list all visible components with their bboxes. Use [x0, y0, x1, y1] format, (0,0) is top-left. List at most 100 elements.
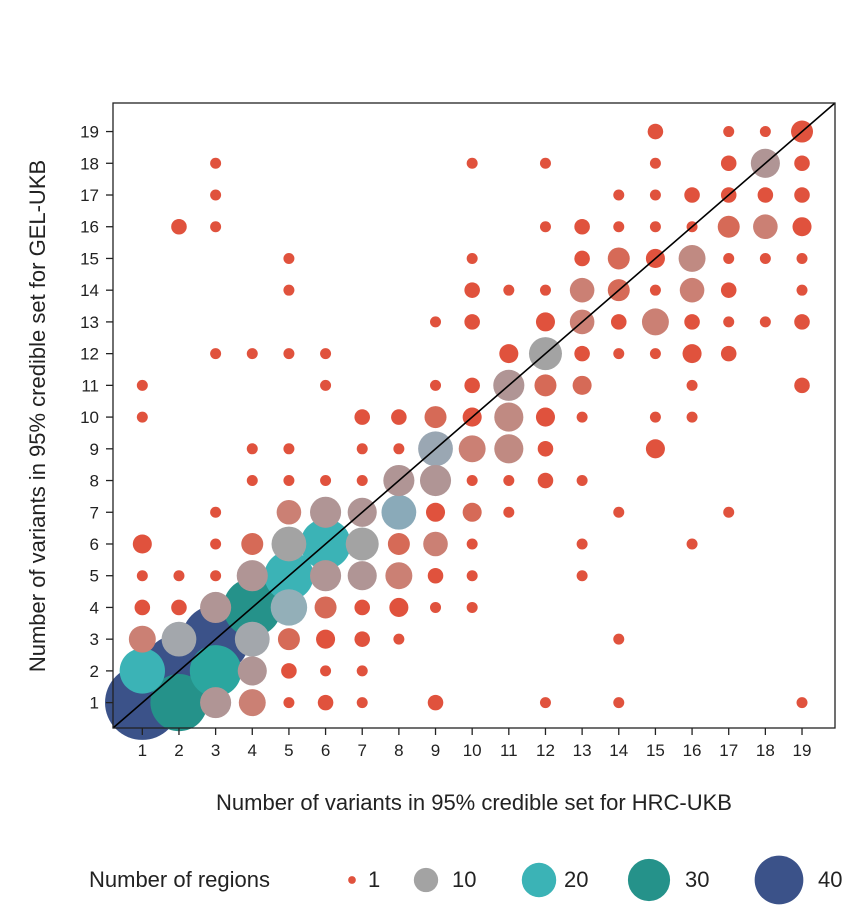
y-tick-label: 10: [80, 408, 99, 427]
y-tick-label: 8: [90, 472, 99, 491]
data-point: [425, 502, 446, 522]
data-point: [385, 562, 413, 590]
data-point: [574, 250, 590, 267]
data-point: [723, 316, 735, 328]
data-point: [389, 597, 409, 617]
x-tick-label: 2: [174, 741, 183, 760]
data-point: [723, 252, 735, 264]
data-point: [539, 697, 551, 709]
legend-title: Number of regions: [89, 867, 270, 892]
data-point: [794, 314, 810, 330]
data-point: [537, 441, 554, 457]
legend-swatch: [413, 867, 439, 893]
data-point: [684, 187, 700, 203]
x-tick-label: 11: [500, 741, 518, 760]
data-point: [320, 379, 332, 391]
data-point: [641, 308, 669, 336]
data-point: [796, 284, 808, 296]
data-point: [645, 439, 665, 459]
y-tick-label: 14: [80, 281, 99, 300]
data-point: [161, 621, 197, 657]
data-point: [345, 527, 379, 561]
data-point: [794, 187, 810, 203]
x-tick-label: 14: [609, 741, 628, 760]
data-point: [320, 348, 332, 360]
data-point: [535, 407, 555, 427]
data-point: [794, 155, 810, 172]
data-point: [503, 284, 515, 296]
data-point: [427, 694, 444, 711]
x-tick-label: 18: [756, 741, 775, 760]
data-point: [356, 443, 368, 455]
data-point: [794, 377, 810, 394]
data-point: [119, 648, 165, 694]
y-tick-label: 4: [90, 598, 99, 617]
data-point: [613, 189, 625, 201]
identity-reference-line: [112, 102, 836, 729]
legend-swatch: [521, 862, 557, 898]
data-point: [283, 475, 295, 487]
data-point: [466, 570, 478, 582]
data-point: [649, 157, 661, 169]
data-point: [276, 499, 302, 525]
data-point: [792, 217, 812, 237]
data-point: [537, 472, 554, 489]
data-point: [136, 379, 148, 391]
data-point: [391, 409, 407, 425]
data-point: [317, 694, 334, 711]
data-point: [613, 348, 625, 360]
data-point: [354, 599, 370, 616]
y-tick-label: 16: [80, 218, 99, 237]
data-point: [494, 402, 524, 432]
data-point: [464, 314, 480, 330]
x-tick-label: 1: [138, 741, 147, 760]
y-tick-label: 2: [90, 662, 99, 681]
x-tick-label: 3: [211, 741, 220, 760]
data-point: [759, 252, 771, 264]
data-point: [427, 567, 444, 584]
data-point: [354, 631, 370, 647]
data-point: [210, 157, 222, 169]
data-point: [354, 409, 370, 425]
y-tick-label: 11: [81, 376, 99, 395]
data-point: [717, 215, 740, 238]
legend-label: 40: [818, 867, 842, 892]
data-point: [210, 570, 222, 582]
data-point: [210, 221, 222, 233]
data-point: [503, 475, 515, 487]
data-point: [494, 434, 524, 464]
data-point: [246, 475, 258, 487]
data-point: [310, 496, 342, 528]
data-point: [464, 282, 480, 298]
data-point: [356, 475, 368, 487]
data-point: [686, 379, 698, 391]
data-point: [234, 621, 270, 657]
legend-swatch: [348, 876, 356, 884]
data-point: [539, 284, 551, 296]
data-point: [613, 633, 625, 645]
data-point: [649, 189, 661, 201]
x-tick-label: 10: [463, 741, 482, 760]
x-tick-label: 13: [573, 741, 592, 760]
data-point: [238, 689, 266, 717]
y-tick-label: 1: [90, 694, 99, 713]
data-point: [720, 345, 737, 362]
data-point: [419, 464, 452, 497]
data-point: [381, 494, 417, 530]
legend-swatch: [754, 855, 804, 905]
data-point: [753, 214, 778, 240]
data-point: [430, 316, 442, 328]
legend-label: 10: [452, 867, 476, 892]
data-point: [283, 284, 295, 296]
data-point: [320, 665, 332, 677]
data-point: [684, 314, 700, 330]
data-point: [281, 663, 297, 679]
data-point: [796, 252, 808, 264]
data-point: [682, 344, 702, 364]
data-point: [574, 218, 590, 235]
data-point: [535, 312, 555, 332]
data-point: [720, 282, 737, 298]
data-point: [316, 629, 336, 649]
data-point: [607, 247, 630, 270]
data-point: [236, 560, 268, 592]
